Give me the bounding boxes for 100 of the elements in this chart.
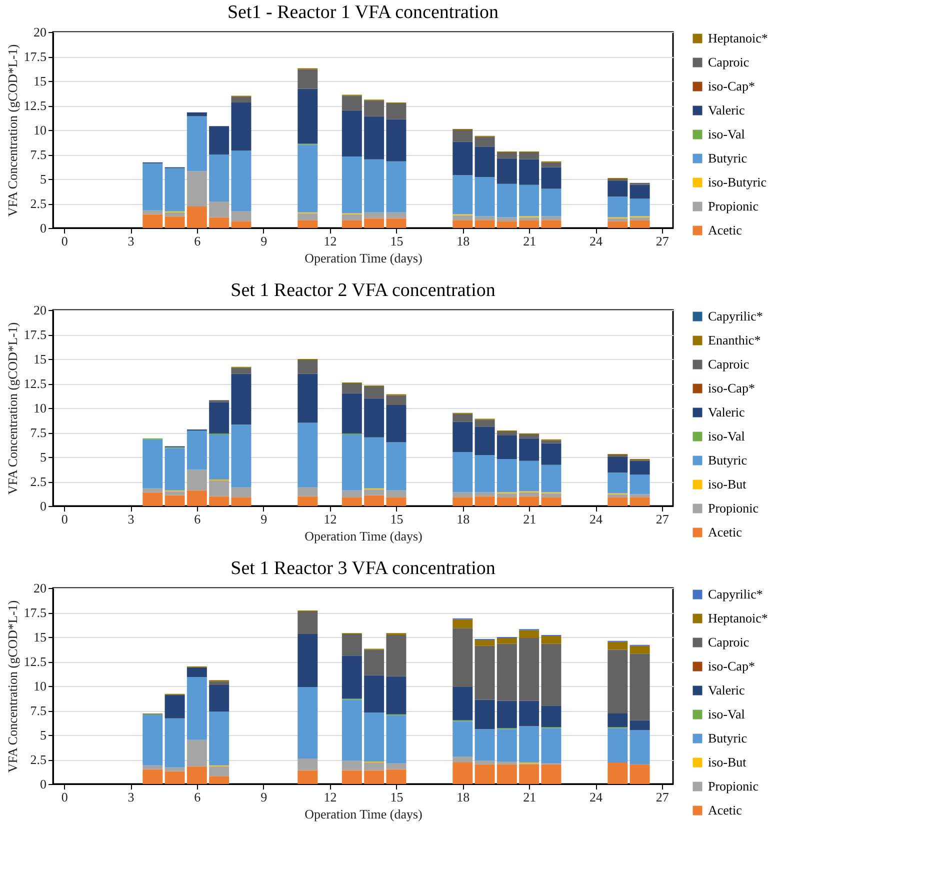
bar <box>231 374 252 425</box>
bar <box>186 470 207 490</box>
bar <box>452 422 473 452</box>
bar <box>209 434 230 480</box>
x-tick-label: 12 <box>324 790 337 804</box>
bar <box>519 638 540 701</box>
bar <box>386 715 406 764</box>
x-axis-title: Operation Time (days) <box>304 250 422 266</box>
bar <box>474 177 495 216</box>
bar <box>452 130 473 142</box>
bar <box>541 220 562 228</box>
bar <box>164 718 185 768</box>
bar <box>342 497 362 506</box>
bar <box>186 112 207 116</box>
y-tick-label: 5 <box>40 450 46 464</box>
bar <box>474 426 495 456</box>
x-tick-label: 6 <box>194 512 202 526</box>
bar <box>186 430 207 470</box>
chart-title: Set1 - Reactor 1 VFA concentration <box>227 2 500 23</box>
bar <box>496 435 517 459</box>
legend-label: iso-But <box>708 754 747 770</box>
x-tick-label: 21 <box>523 512 536 526</box>
bar <box>298 634 318 687</box>
bar <box>630 720 650 730</box>
bar <box>608 497 628 506</box>
bar <box>142 769 163 784</box>
x-tick-label: 6 <box>194 790 202 804</box>
bar <box>209 126 230 154</box>
bar <box>209 217 230 228</box>
bar <box>342 110 362 156</box>
bar <box>364 770 384 784</box>
bar <box>608 180 628 197</box>
bar <box>630 198 650 216</box>
bar <box>630 494 650 498</box>
bar <box>386 218 406 228</box>
legend-label: Propionic <box>708 500 759 516</box>
bar <box>209 496 230 506</box>
bar <box>386 104 406 120</box>
legend-label: Capyrilic* <box>708 308 763 324</box>
y-tick-label: 15 <box>34 352 46 366</box>
legend-label: Valeric <box>708 404 746 420</box>
bar <box>231 497 252 506</box>
bar <box>608 650 628 714</box>
x-tick-label: 12 <box>324 512 337 526</box>
y-tick-label: 7.5 <box>30 703 46 718</box>
bar <box>519 630 540 638</box>
bar <box>541 706 562 728</box>
bar <box>630 764 650 784</box>
bar <box>209 776 230 784</box>
x-tick-label: 0 <box>61 790 68 804</box>
y-tick-label: 17.5 <box>24 327 46 342</box>
bar <box>608 457 628 473</box>
y-tick-label: 7.5 <box>30 425 46 440</box>
bar <box>142 163 163 210</box>
bar <box>630 474 650 494</box>
y-tick-label: 20 <box>34 580 46 596</box>
bar <box>541 644 562 706</box>
y-tick-label: 10 <box>34 678 46 694</box>
bar <box>496 221 517 228</box>
y-axis-title: VFA Concentration (gCOD*L-1) <box>4 322 20 495</box>
bar <box>630 646 650 654</box>
legend-label: Heptanoic* <box>708 30 768 46</box>
bar <box>608 221 628 228</box>
bar <box>186 677 207 740</box>
y-tick-label: 12.5 <box>24 376 46 391</box>
bar <box>142 214 163 228</box>
bar <box>342 434 362 490</box>
bar <box>231 221 252 228</box>
x-tick-label: 3 <box>128 790 134 804</box>
bar <box>186 490 207 506</box>
bar <box>608 642 628 650</box>
bar <box>298 612 318 634</box>
legend-label: Capyrilic* <box>708 586 763 602</box>
bar <box>209 711 230 766</box>
bar <box>474 220 495 228</box>
legend-label: iso-Cap* <box>708 658 755 674</box>
x-tick-label: 15 <box>390 512 404 526</box>
bar <box>452 414 473 422</box>
legend-label: Caproic <box>708 634 750 650</box>
bar <box>496 497 517 506</box>
x-tick-label: 27 <box>656 790 670 804</box>
bar <box>452 628 473 687</box>
legend-label: Acetic <box>708 222 742 238</box>
bar <box>474 764 495 784</box>
bar <box>496 217 517 222</box>
bar <box>519 764 540 784</box>
y-tick-label: 2.5 <box>30 196 46 211</box>
bar <box>474 760 495 764</box>
x-tick-label: 24 <box>590 512 603 526</box>
x-tick-label: 27 <box>656 234 670 248</box>
bar <box>474 700 495 730</box>
x-tick-label: 18 <box>456 790 470 804</box>
bar <box>386 395 406 406</box>
y-tick-label: 2.5 <box>30 474 46 489</box>
bar <box>298 69 318 89</box>
x-tick-label: 0 <box>61 234 68 248</box>
bar <box>386 676 406 714</box>
y-tick-label: 17.5 <box>24 605 46 620</box>
bar <box>519 217 540 220</box>
bar <box>298 422 318 488</box>
